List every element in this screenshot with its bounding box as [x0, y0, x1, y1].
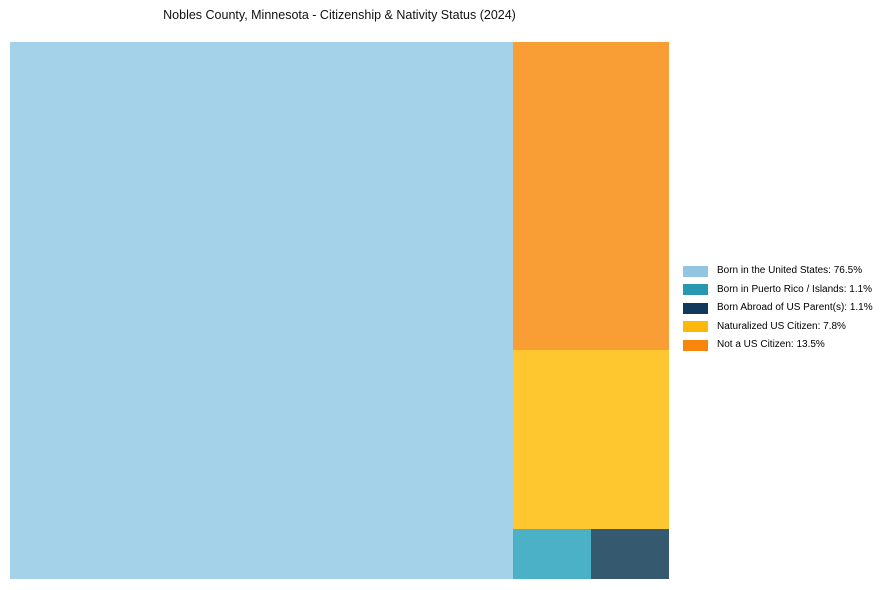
legend-label: Born Abroad of US Parent(s): 1.1% [717, 302, 873, 313]
legend-label: Born in Puerto Rico / Islands: 1.1% [717, 283, 873, 295]
legend: Born in the United States: 76.5% Born in … [683, 265, 873, 351]
legend-swatch-icon [683, 265, 708, 277]
legend-item-not-a-us-citizen: Not a US Citizen: 13.5% [683, 339, 873, 351]
legend-label: Born in the United States: 76.5% [717, 265, 863, 276]
legend-swatch-icon [683, 339, 708, 351]
legend-label: Naturalized US Citizen: 7.8% [717, 320, 846, 332]
treemap-rect-born-in-puerto-rico-islands [513, 529, 591, 579]
legend-item-born-in-puerto-rico-islands: Born in Puerto Rico / Islands: 1.1% [683, 284, 873, 296]
legend-label: Not a US Citizen: 13.5% [717, 339, 825, 350]
chart-title: Nobles County, Minnesota - Citizenship &… [163, 8, 516, 22]
treemap-rect-born-abroad-of-us-parent-s [591, 529, 669, 579]
legend-item-born-in-the-united-states: Born in the United States: 76.5% [683, 265, 873, 277]
treemap-rect-not-a-us-citizen [513, 42, 669, 350]
legend-swatch-icon [683, 284, 708, 295]
treemap-plot [10, 42, 669, 579]
legend-item-naturalized-us-citizen: Naturalized US Citizen: 7.8% [683, 321, 873, 333]
treemap-rect-born-in-the-united-states [10, 42, 513, 579]
legend-item-born-abroad-of-us-parent-s: Born Abroad of US Parent(s): 1.1% [683, 302, 873, 314]
legend-swatch-icon [683, 321, 708, 332]
treemap-rect-naturalized-us-citizen [513, 350, 669, 529]
legend-swatch-icon [683, 302, 708, 314]
